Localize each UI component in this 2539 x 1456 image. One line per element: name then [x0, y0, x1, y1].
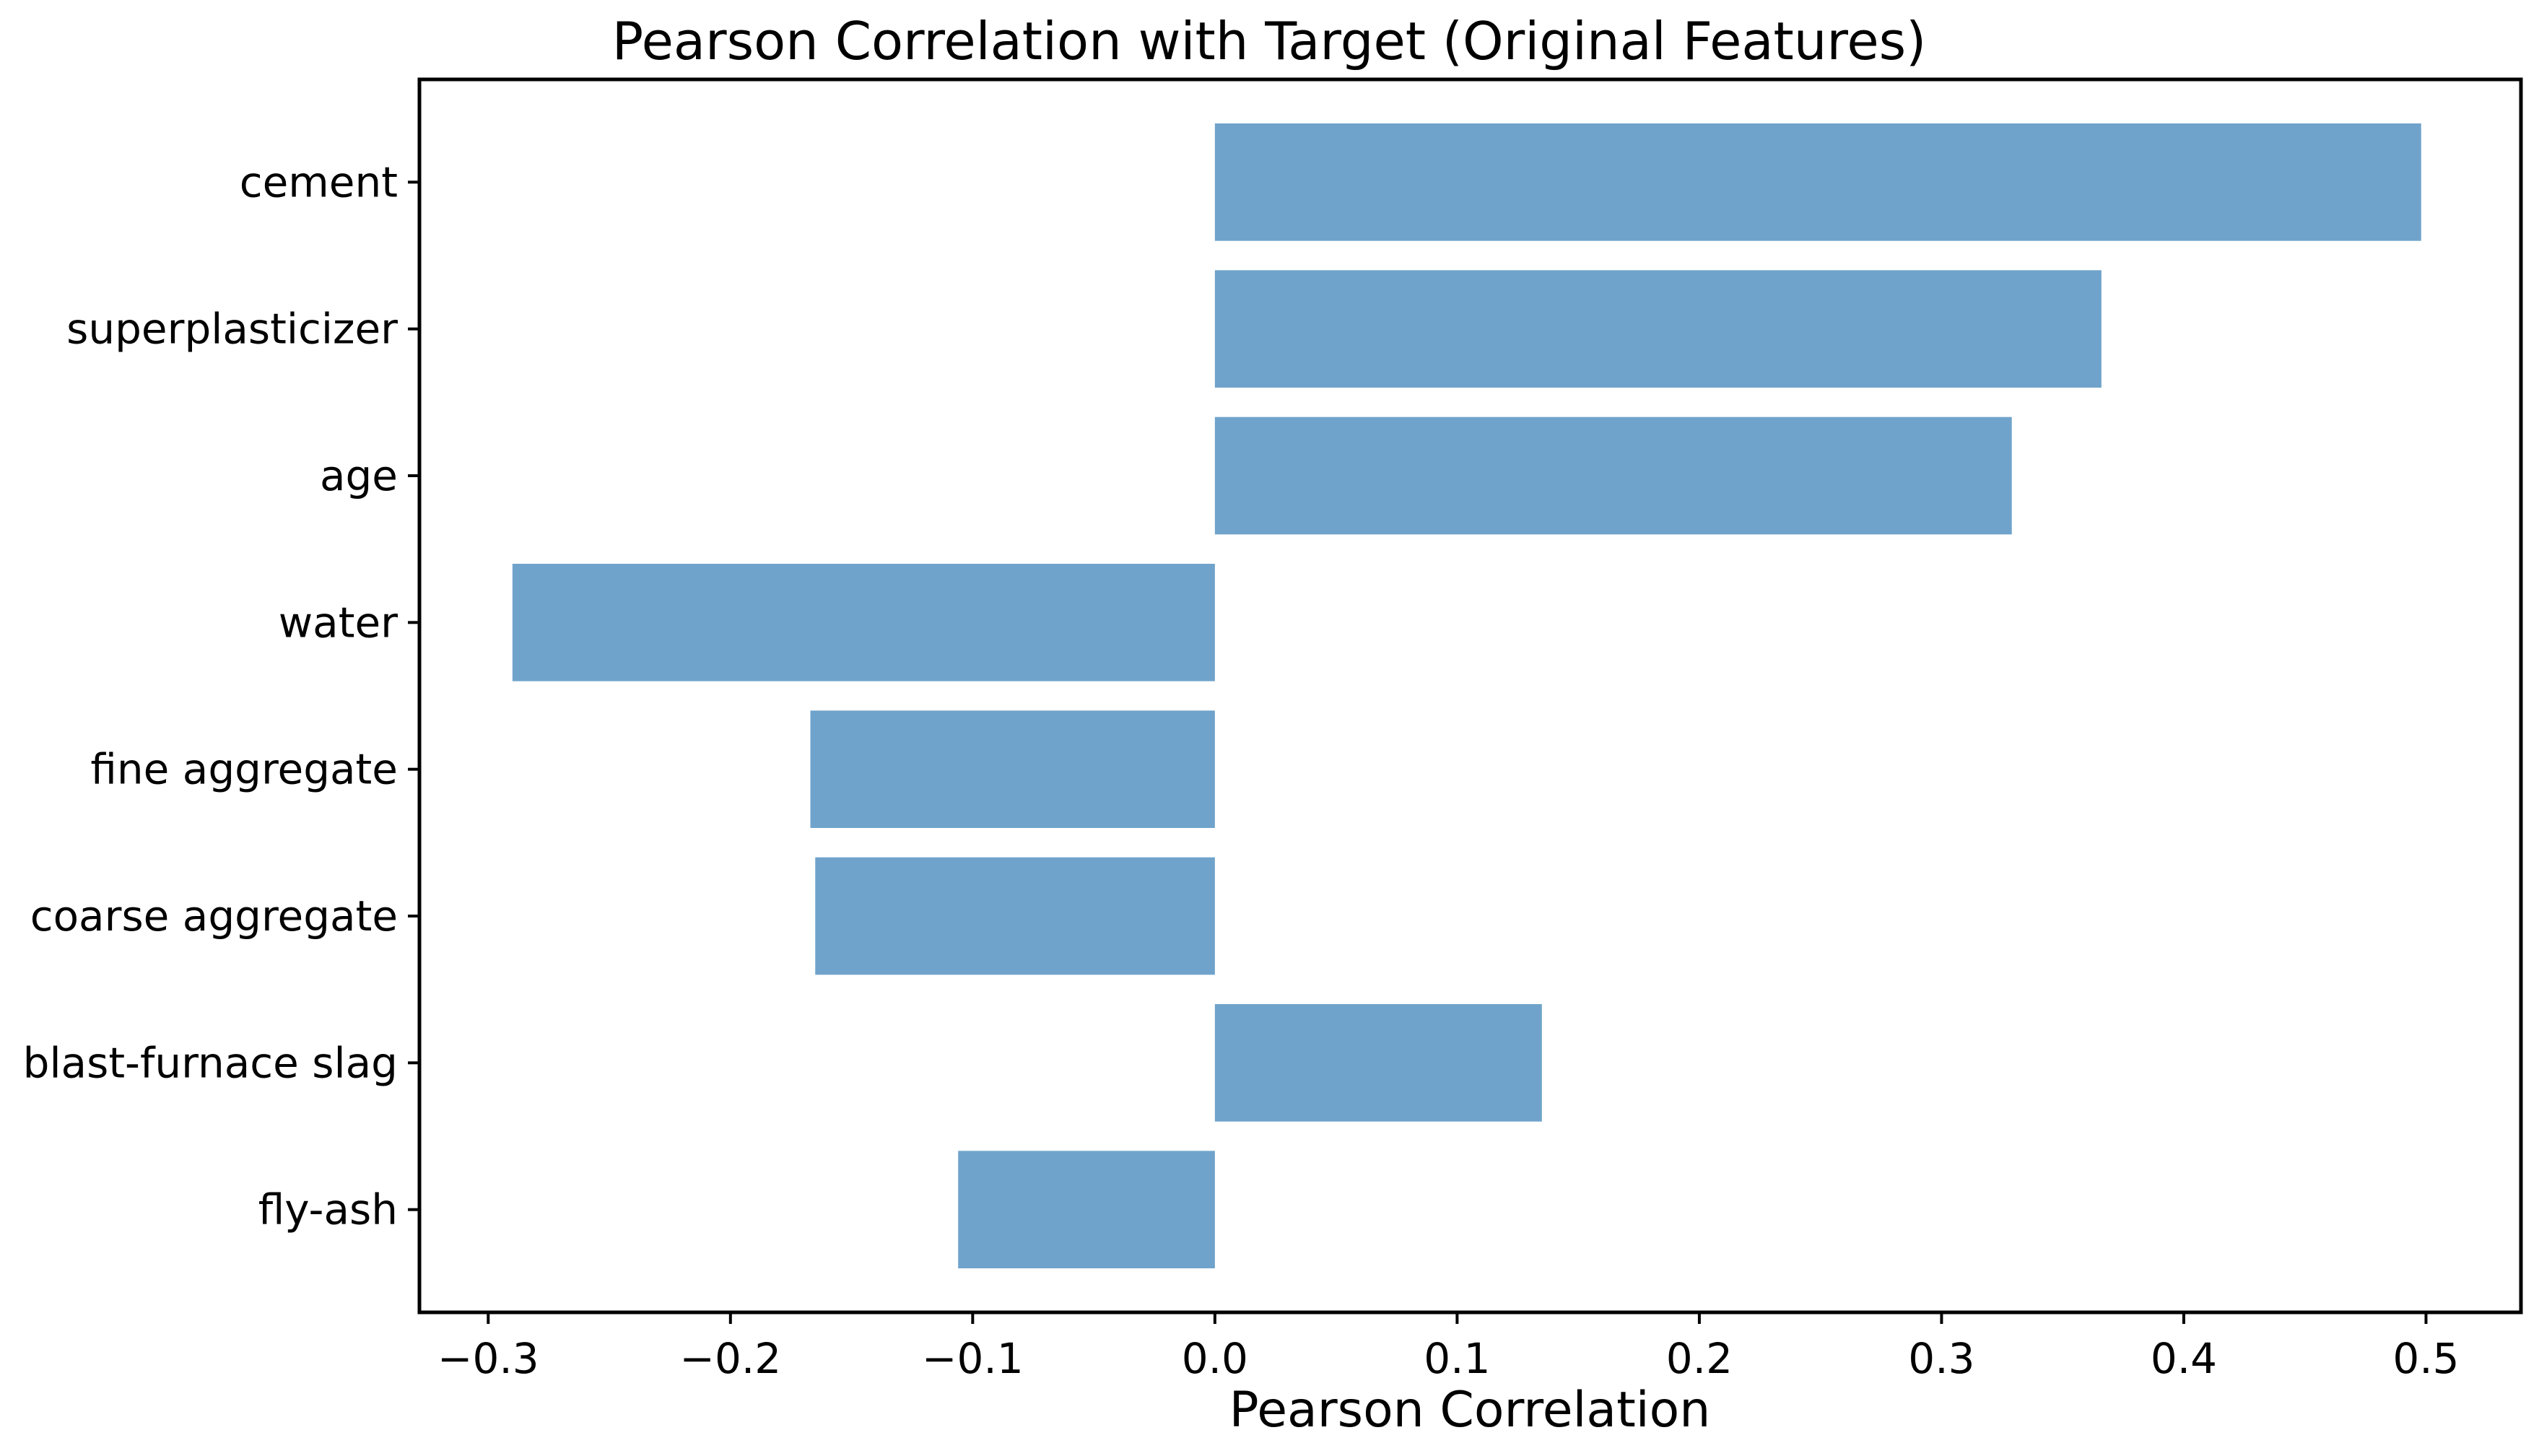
y-tick-label: coarse aggregate — [30, 892, 398, 941]
x-axis: −0.3 −0.2 −0.1 0.0 0.1 0.2 0.3 0.4 0.5 — [437, 1312, 2460, 1383]
x-tick-label: −0.2 — [679, 1334, 781, 1383]
x-tick-label: 0.2 — [1666, 1334, 1733, 1383]
y-tick-label: cement — [240, 157, 398, 206]
x-tick-label: −0.3 — [437, 1334, 539, 1383]
x-axis-title: Pearson Correlation — [1229, 1382, 1711, 1439]
x-tick-label: −0.1 — [922, 1334, 1024, 1383]
bar-blast-furnace-slag — [1214, 1004, 1542, 1122]
x-tick-label: 0.1 — [1424, 1334, 1490, 1383]
plot-frame — [417, 77, 2523, 1315]
bar-fly-ash — [958, 1151, 1215, 1268]
x-tick-label: 0.3 — [1908, 1334, 1974, 1383]
bar-coarse-aggregate — [815, 857, 1215, 975]
x-tick-label: 0.4 — [2151, 1334, 2217, 1383]
y-axis: cement superplasticizer age water fine aggre… — [23, 157, 419, 1234]
y-tick-label: age — [320, 451, 398, 500]
chart-title: Pearson Correlation with Target (Origina… — [612, 11, 1927, 71]
y-tick-label: superplasticizer — [66, 305, 398, 354]
bar-fine-aggregate — [810, 710, 1215, 828]
x-tick-label: 0.5 — [2392, 1334, 2459, 1383]
y-tick-label: fine aggregate — [90, 745, 398, 794]
bar-water — [512, 564, 1215, 681]
bar-cement — [1214, 123, 2421, 241]
bar-superplasticizer — [1214, 270, 2102, 388]
x-tick-label: 0.0 — [1182, 1334, 1248, 1383]
y-tick-label: water — [279, 598, 398, 647]
y-tick-label: blast-furnace slag — [23, 1038, 398, 1087]
bars — [512, 123, 2421, 1268]
bar-age — [1214, 417, 2012, 535]
y-tick-label: fly-ash — [258, 1185, 398, 1234]
